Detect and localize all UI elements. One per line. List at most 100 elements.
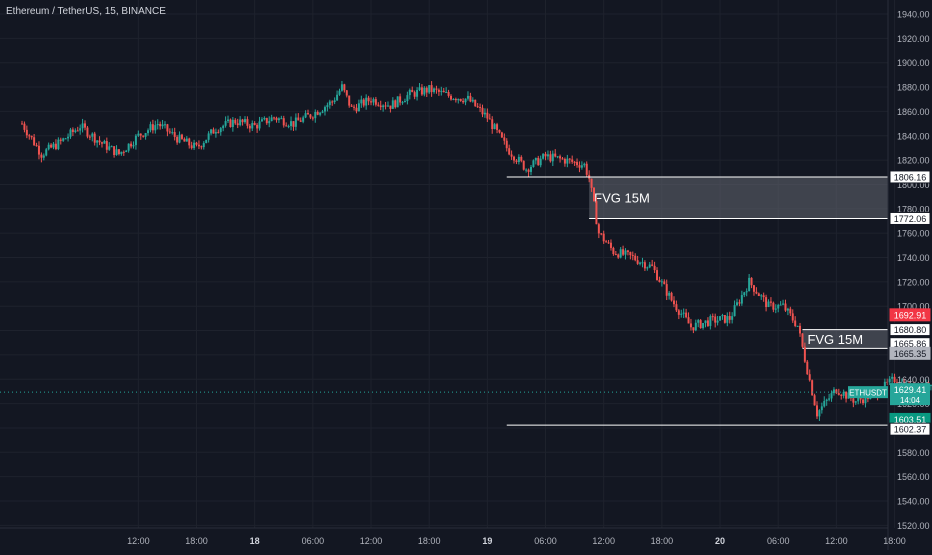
candle-body (161, 124, 164, 127)
candle-body (857, 397, 860, 402)
candle-body (268, 121, 271, 124)
candle-body (464, 98, 467, 103)
candle-body (137, 133, 140, 136)
candle-body (98, 140, 101, 143)
candle-body (842, 391, 845, 396)
candle-body (789, 308, 792, 314)
candle-body (331, 101, 334, 103)
candle-body (561, 158, 564, 160)
y-tick-label: 1900.00 (897, 58, 930, 68)
candle-body (605, 241, 608, 243)
candle-body (612, 247, 615, 254)
candle-body (311, 117, 314, 119)
x-tick-label: 12:00 (825, 536, 848, 546)
candle-body (345, 90, 348, 96)
candle-body (316, 111, 319, 115)
fvg-zone (802, 329, 888, 349)
candle-body (197, 144, 200, 147)
candle-body (348, 95, 351, 106)
candle-body (328, 101, 331, 106)
candle-body (660, 281, 663, 283)
price-axis-label: 1692.91 (894, 310, 927, 320)
candle-body (563, 158, 566, 164)
price-axis-label: 1602.37 (894, 425, 927, 435)
candle-body (862, 399, 865, 404)
y-tick-label: 1740.00 (897, 253, 930, 263)
fvg-label: FVG 15M (807, 332, 863, 347)
candle-body (115, 149, 118, 156)
candle-body (513, 156, 516, 161)
candle-body (343, 84, 346, 91)
candle-body (578, 165, 581, 168)
price-axis-label: 1665.35 (894, 349, 927, 359)
candle-body (767, 301, 770, 308)
candle-body (752, 285, 755, 292)
candle-body (643, 262, 646, 269)
candle-body (527, 169, 530, 172)
x-tick-label: 20 (715, 536, 725, 546)
candle-body (202, 143, 205, 148)
candle-body (835, 389, 838, 394)
candle-body (663, 281, 666, 285)
candle-body (689, 323, 692, 328)
candle-body (479, 107, 482, 109)
candle-body (42, 155, 45, 158)
candle-body (125, 150, 128, 153)
candle-body (270, 117, 273, 122)
candle-body (474, 99, 477, 107)
candle-body (447, 92, 450, 96)
candle-body (336, 94, 339, 101)
candle-body (425, 87, 428, 93)
candle-body (888, 378, 891, 383)
candle-body (745, 291, 748, 293)
candle-body (760, 295, 763, 297)
candle-body (823, 401, 826, 407)
candle-body (648, 264, 651, 268)
candle-body (854, 401, 857, 403)
candle-body (631, 255, 634, 257)
candle-body (580, 165, 583, 168)
candle-body (820, 406, 823, 411)
candle-body (307, 113, 310, 115)
candle-body (76, 130, 79, 132)
candle-body (256, 124, 259, 129)
current-price-value: 1629.41 (894, 385, 927, 395)
price-axis-label: 1603.51 (894, 415, 927, 425)
candle-body (864, 394, 867, 404)
candle-body (704, 320, 707, 323)
candle-body (391, 100, 394, 109)
candle-body (374, 99, 377, 105)
candle-body (481, 107, 484, 115)
candle-body (239, 119, 242, 126)
candle-body (886, 381, 889, 383)
candle-body (685, 312, 688, 318)
price-axis-label-box (889, 346, 931, 360)
candle-body (253, 123, 256, 125)
candle-body (340, 84, 343, 91)
label-layer: 1806.16 1772.06 1692.91 1680.80 1665.861665.… (848, 170, 931, 436)
candle-body (280, 118, 283, 120)
candle-body (355, 107, 358, 112)
candle-body (476, 106, 479, 108)
candle-body (219, 128, 222, 133)
zone-layer: FVG 15M FVG 15M (589, 176, 888, 349)
candle-body (105, 141, 108, 150)
candle-body (159, 123, 162, 127)
y-tick-label: 1780.00 (897, 204, 930, 214)
candle-body (813, 395, 816, 406)
candle-body (243, 119, 246, 123)
candle-body (803, 346, 806, 362)
candle-body (755, 291, 758, 294)
candle-body (154, 125, 157, 131)
candle-body (500, 132, 503, 138)
candle-body (845, 391, 848, 399)
price-axis-label: 1806.16 (894, 172, 927, 182)
candle-body (825, 399, 828, 402)
y-tick-label: 1720.00 (897, 277, 930, 287)
y-tick-label: 1800.00 (897, 180, 930, 190)
candle-body (750, 277, 753, 286)
candle-body (757, 293, 760, 297)
